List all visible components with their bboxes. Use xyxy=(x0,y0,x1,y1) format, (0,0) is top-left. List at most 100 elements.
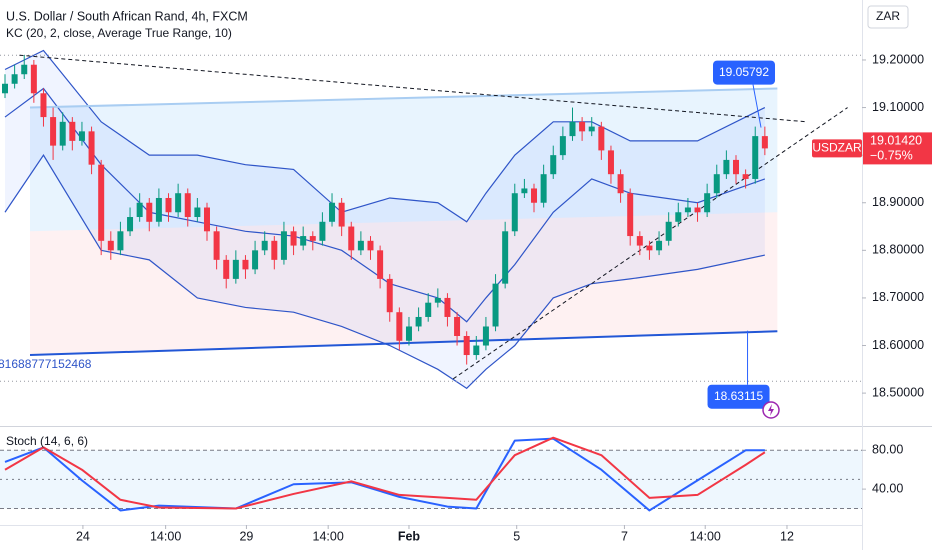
x-tick-label: 24 xyxy=(76,529,90,543)
candle-body xyxy=(415,316,422,327)
trend-line xyxy=(19,54,808,123)
channel-bottom-line xyxy=(29,330,778,357)
candle-body xyxy=(502,231,509,284)
y-tick-label: 19.10000 xyxy=(872,100,924,114)
y-tick-label: 18.80000 xyxy=(872,243,924,257)
currency[interactable]: ZAR xyxy=(876,9,900,23)
candle-body xyxy=(98,164,105,241)
candle-body xyxy=(425,302,432,317)
change-label: −0.75% xyxy=(870,149,913,163)
x-tick-label: 29 xyxy=(239,529,253,543)
candle-body xyxy=(309,236,316,241)
candle-body xyxy=(761,136,768,149)
alert-bolt xyxy=(768,404,774,416)
stoch-line xyxy=(4,436,766,510)
candle-body xyxy=(319,221,326,241)
candle-body xyxy=(348,226,355,251)
channel-top-line xyxy=(29,87,778,109)
candle-body xyxy=(252,250,259,270)
callout-box xyxy=(707,384,770,409)
candle-body xyxy=(752,136,759,179)
callout-label: 19.05792 xyxy=(719,65,769,79)
candle-body xyxy=(531,188,538,203)
left-label: 81688777152468 xyxy=(0,357,92,371)
kc-line xyxy=(4,154,765,390)
candle-body xyxy=(492,283,499,327)
candle-body xyxy=(588,126,595,132)
candle-body xyxy=(713,174,720,194)
callout-leader xyxy=(752,84,762,128)
currency-button[interactable] xyxy=(867,5,909,29)
candle-body xyxy=(656,240,663,251)
candle-body xyxy=(742,174,749,179)
x-tick-label: 14:00 xyxy=(150,529,181,543)
candle-body xyxy=(261,240,268,251)
candle-body xyxy=(59,121,66,146)
candle-body xyxy=(155,197,162,222)
candle-body xyxy=(242,259,249,270)
x-tick-label: Feb xyxy=(398,529,421,543)
x-tick-label: 5 xyxy=(513,529,520,543)
trend-line xyxy=(452,107,848,380)
x-tick-label: 12 xyxy=(780,529,794,543)
y-tick-label: 19.20000 xyxy=(872,52,924,66)
candle-body xyxy=(50,117,57,146)
candle-body xyxy=(386,278,393,313)
candle-body xyxy=(550,155,557,175)
candle-body xyxy=(21,64,28,75)
candle-body xyxy=(598,126,605,151)
candle-body xyxy=(607,150,614,175)
candle-body xyxy=(2,83,9,94)
candle-body xyxy=(203,207,210,232)
x-tick-label: 14:00 xyxy=(690,529,721,543)
candle-body xyxy=(405,326,412,341)
candle-body xyxy=(675,212,682,222)
candle-body xyxy=(627,193,634,237)
stoch-line xyxy=(4,437,765,512)
indicator-label: KC (20, 2, close, Average True Range, 10… xyxy=(6,26,232,40)
candle-body xyxy=(40,93,47,118)
x-tick-label: 14:00 xyxy=(313,529,344,543)
candle-body xyxy=(69,121,76,141)
candle-body xyxy=(367,240,374,251)
kc-line xyxy=(4,49,766,223)
candle-body xyxy=(521,188,528,194)
candle-body xyxy=(454,316,461,337)
candle-body xyxy=(434,297,441,303)
candle-body xyxy=(704,193,711,213)
candle-body xyxy=(165,197,172,213)
symbol-label: USDZAR xyxy=(812,141,862,155)
y-tick-label: 18.60000 xyxy=(872,338,924,352)
candle-body xyxy=(684,207,691,213)
plot: 19.2000019.1000019.0000018.9000018.80000… xyxy=(0,49,932,543)
candle-body xyxy=(184,193,191,218)
candle-body xyxy=(290,231,297,246)
candle-body xyxy=(175,193,182,213)
candle-body xyxy=(78,131,85,141)
candle-body xyxy=(11,74,18,84)
y-tick-label: 18.70000 xyxy=(872,290,924,304)
callout-box xyxy=(713,60,776,85)
candle-body xyxy=(194,207,201,218)
candle-body xyxy=(463,336,470,356)
y-tick-label: 80.00 xyxy=(872,443,903,457)
candle-body xyxy=(732,159,739,175)
candle-body xyxy=(127,217,134,232)
candle-body xyxy=(579,121,586,132)
candle-body xyxy=(511,193,518,232)
candle-body xyxy=(280,231,287,260)
y-tick-label: 40.00 xyxy=(872,481,903,495)
candle-body xyxy=(232,259,239,279)
candle-body xyxy=(444,297,451,317)
y-tick-label: 18.90000 xyxy=(872,195,924,209)
candle-body xyxy=(30,64,37,94)
candle-body xyxy=(636,236,643,246)
candle-body xyxy=(540,174,547,203)
candle-body xyxy=(377,250,384,279)
candle-body xyxy=(300,236,307,246)
candle-body xyxy=(271,240,278,260)
chart-title: U.S. Dollar / South African Rand, 4h, FX… xyxy=(6,9,248,23)
candle-body xyxy=(569,121,576,137)
candle-body xyxy=(107,240,114,251)
